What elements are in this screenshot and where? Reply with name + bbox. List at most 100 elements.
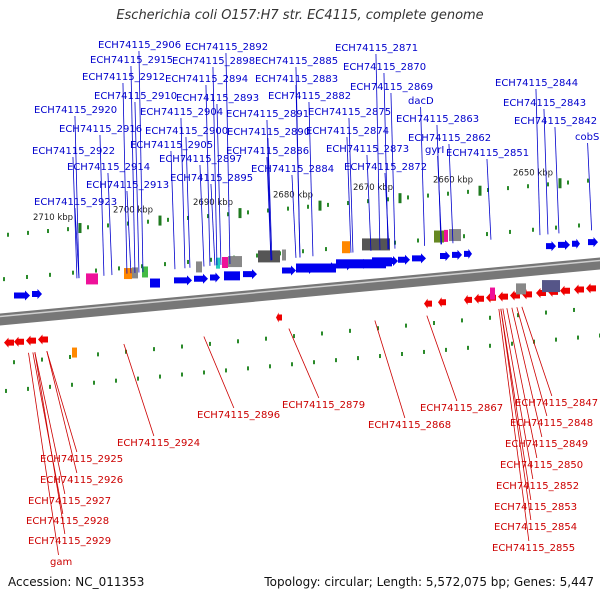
forward-gene-label: ECH74115_2923 [34, 197, 117, 208]
forward-leader-line [199, 164, 205, 267]
forward-gene-label: ECH74115_2885 [255, 56, 338, 67]
scale-tick [118, 266, 120, 271]
misc-feature [216, 257, 220, 269]
reverse-leader-line [426, 315, 458, 402]
forward-leader-line [543, 108, 549, 235]
forward-leader-line [134, 101, 140, 273]
scale-tick [159, 374, 161, 379]
forward-leader-line [126, 190, 132, 274]
forward-leader-line [587, 142, 592, 231]
reverse-gene-label: ECH74115_2850 [500, 460, 583, 471]
forward-gene [372, 257, 392, 267]
scale-tick [573, 307, 575, 312]
forward-leader-line [554, 126, 560, 234]
reverse-gene [560, 285, 570, 296]
reverse-leader-line [123, 343, 155, 437]
scale-tick [307, 204, 309, 209]
forward-leader-line [225, 52, 231, 265]
scale-tick [127, 221, 129, 226]
reverse-gene-label: ECH74115_2849 [505, 439, 588, 450]
scale-tick [147, 219, 149, 224]
scale-tick [532, 227, 534, 232]
scale-tick [417, 238, 419, 243]
scale-tick [407, 195, 409, 200]
forward-gene-label: ECH74115_2872 [344, 162, 427, 173]
forward-gene [440, 250, 450, 261]
forward-gene [546, 241, 556, 252]
scale-tick [27, 230, 29, 235]
forward-gene-label: ECH74115_2870 [343, 62, 426, 73]
scale-tick [578, 223, 580, 228]
forward-leader-line [210, 183, 216, 266]
scale-tick [265, 336, 267, 341]
reverse-leader-line [28, 352, 59, 556]
forward-gene-label: ECH74115_2905 [130, 140, 213, 151]
reverse-leader-line [511, 307, 543, 438]
scale-tick [107, 223, 109, 228]
forward-gene-label: ECH74115_2874 [306, 126, 389, 137]
forward-gene-label: ECH74115_2875 [308, 107, 391, 118]
scale-tick [13, 360, 15, 365]
reverse-gene-label: ECH74115_2929 [28, 536, 111, 547]
forward-leader-line [212, 66, 218, 266]
forward-gene [32, 289, 42, 300]
scale-tick [489, 315, 491, 320]
forward-gene-label: ECH74115_2915 [90, 55, 173, 66]
reverse-gene-label: ECH74115_2847 [515, 398, 598, 409]
forward-leader-line [348, 117, 354, 253]
reverse-gene [574, 284, 584, 295]
forward-gene-label: ECH74115_2863 [396, 114, 479, 125]
forward-gene [243, 269, 257, 280]
misc-feature [342, 241, 350, 254]
scale-tick [95, 268, 97, 273]
scale-tick [349, 328, 351, 333]
scale-tick [153, 347, 155, 352]
forward-leader-line [107, 172, 113, 276]
forward-gene-label: ECH74115_2920 [34, 105, 117, 116]
scale-tick [379, 354, 381, 359]
reverse-gene-label: gam [50, 557, 72, 568]
reverse-gene [438, 297, 446, 308]
reverse-gene-label: ECH74115_2855 [492, 543, 575, 554]
forward-leader-line [308, 101, 314, 257]
reverse-leader-line [203, 336, 235, 409]
misc-feature [124, 268, 132, 280]
scale-tick [26, 274, 28, 279]
scale-tick [555, 225, 557, 230]
scale-label: 2690 kbp [193, 198, 233, 208]
forward-leader-line [267, 137, 273, 261]
forward-gene-label: ECH74115_2893 [176, 93, 259, 104]
forward-leader-line [130, 65, 136, 273]
forward-leader-line [72, 156, 78, 279]
scale-tick [293, 334, 295, 339]
scale-tick [27, 386, 29, 391]
forward-gene-label: ECH74115_2842 [514, 116, 597, 127]
scale-tick [387, 197, 389, 202]
forward-gene-label: gyrI [425, 145, 444, 156]
scale-tick [209, 341, 211, 346]
forward-leader-line [99, 134, 105, 276]
reverse-gene [464, 294, 472, 305]
misc-feature [434, 230, 444, 243]
misc-feature [72, 347, 77, 358]
scale-tick [187, 215, 189, 220]
forward-gene [398, 254, 410, 265]
forward-gene-label: ECH74115_2862 [408, 133, 491, 144]
misc-feature [444, 229, 448, 242]
scale-tick [164, 262, 166, 267]
misc-feature [542, 280, 560, 293]
forward-gene-label: ECH74115_2922 [32, 146, 115, 157]
scale-tick [577, 335, 579, 340]
forward-leader-line [216, 103, 222, 265]
scale-tick [5, 388, 7, 393]
scale-tick [405, 323, 407, 328]
scale-tick [401, 351, 403, 356]
scale-tick [7, 232, 9, 237]
forward-leader-line [74, 115, 80, 279]
forward-gene [336, 259, 386, 269]
scale-tick [511, 341, 513, 346]
reverse-gene-label: ECH74115_2926 [40, 475, 123, 486]
forward-gene [412, 253, 426, 264]
